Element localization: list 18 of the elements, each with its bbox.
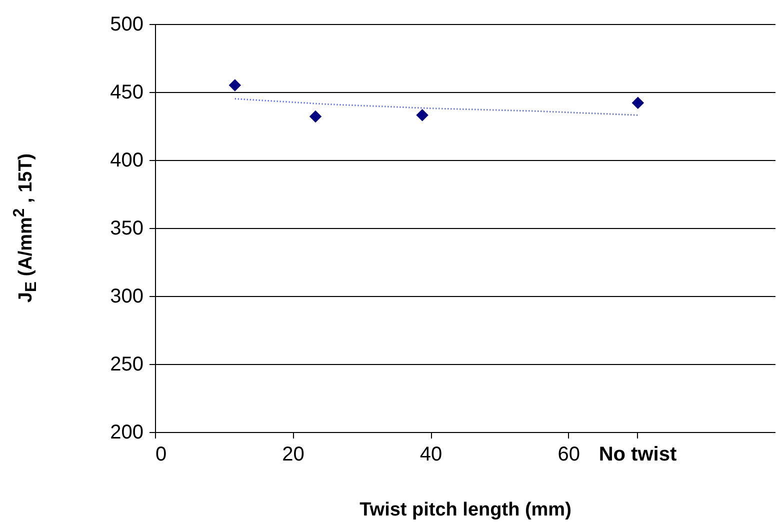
point bbox=[228, 79, 242, 92]
x-tick-label: 40 bbox=[420, 444, 442, 466]
y-tick-label: 200 bbox=[110, 422, 144, 444]
x-tick-label: No twist bbox=[598, 444, 677, 466]
x-tick-label: 20 bbox=[282, 444, 304, 466]
x-tick-label: 60 bbox=[558, 444, 580, 466]
line-series bbox=[234, 98, 639, 116]
x-axis-title: Twist pitch length (mm) bbox=[360, 500, 572, 520]
point bbox=[309, 110, 322, 123]
y-tick-label: 500 bbox=[110, 14, 144, 36]
point bbox=[416, 108, 428, 122]
y-tick-label: 300 bbox=[110, 286, 144, 308]
point bbox=[632, 96, 644, 110]
y-tick-label: 250 bbox=[110, 354, 144, 376]
y-tick-label: 350 bbox=[110, 218, 144, 240]
x-tick-label: 0 bbox=[156, 444, 167, 466]
y-tick-label: 400 bbox=[110, 150, 144, 172]
y-tick-label: 450 bbox=[110, 82, 144, 104]
